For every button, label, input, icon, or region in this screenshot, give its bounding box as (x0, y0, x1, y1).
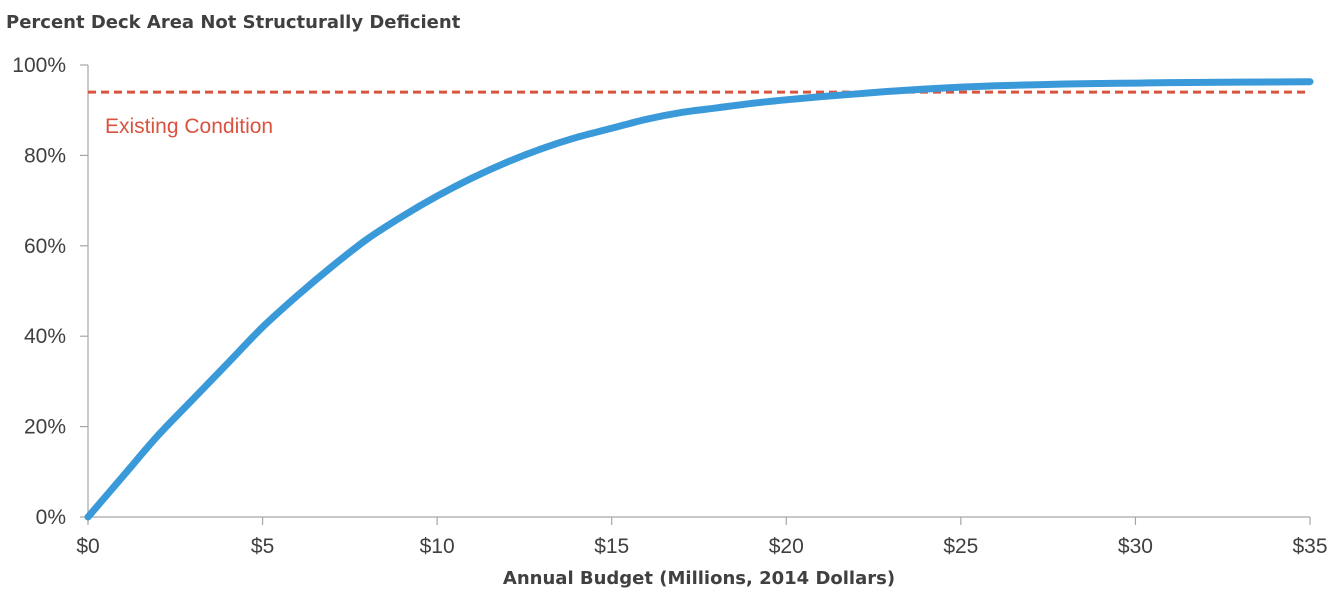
y-tick-label: 0% (36, 506, 66, 529)
x-tick-label: $15 (594, 535, 629, 558)
x-axis-ticks: $0 $5 $10 $15 $20 $25 $30 $35 (76, 517, 1328, 558)
y-tick-label: 100% (12, 54, 66, 77)
x-tick-label: $20 (769, 535, 804, 558)
series-group (84, 78, 1314, 521)
x-tick-label: $10 (420, 535, 455, 558)
x-tick-label: $25 (943, 535, 978, 558)
y-tick-label: 60% (24, 235, 66, 258)
chart-title: Percent Deck Area Not Structurally Defic… (6, 12, 461, 33)
x-tick-label: $5 (251, 535, 274, 558)
x-axis-label: Annual Budget (Millions, 2014 Dollars) (503, 568, 895, 589)
x-tick-label: $0 (76, 535, 99, 558)
y-tick-label: 80% (24, 144, 66, 167)
y-axis-ticks: 0% 20% 40% 60% 80% 100% (12, 54, 88, 529)
x-tick-label: $35 (1292, 535, 1327, 558)
series-line-0 (84, 78, 1314, 521)
existing-condition-label: Existing Condition (105, 115, 273, 138)
y-tick-label: 40% (24, 325, 66, 348)
x-tick-label: $30 (1118, 535, 1153, 558)
y-tick-label: 20% (24, 416, 66, 439)
